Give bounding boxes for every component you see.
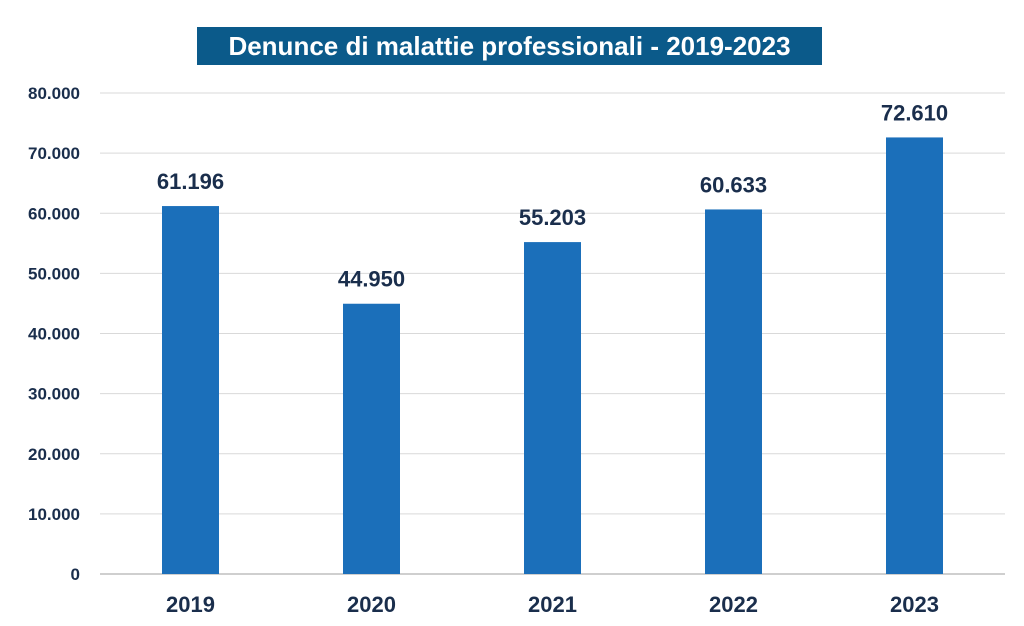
data-label: 60.633	[700, 172, 767, 197]
y-tick-label: 40.000	[28, 325, 80, 344]
y-tick-label: 30.000	[28, 385, 80, 404]
y-tick-label: 80.000	[28, 84, 80, 103]
bar-2019	[162, 206, 219, 574]
y-tick-label: 20.000	[28, 445, 80, 464]
x-tick-label: 2020	[347, 592, 396, 617]
y-tick-label: 60.000	[28, 204, 80, 223]
data-label: 55.203	[519, 205, 586, 230]
x-tick-label: 2022	[709, 592, 758, 617]
y-tick-label: 0	[71, 565, 80, 584]
y-tick-label: 10.000	[28, 505, 80, 524]
data-label: 61.196	[157, 169, 224, 194]
x-tick-label: 2021	[528, 592, 577, 617]
chart-title: Denunce di malattie professionali - 2019…	[228, 30, 791, 61]
y-tick-label: 70.000	[28, 144, 80, 163]
x-tick-label: 2023	[890, 592, 939, 617]
bar-2022	[705, 209, 762, 574]
bar-2023	[886, 137, 943, 574]
bar-2020	[343, 303, 400, 574]
bar-2021	[524, 242, 581, 574]
data-label: 72.610	[881, 100, 948, 125]
y-tick-label: 50.000	[28, 264, 80, 283]
data-label: 44.950	[338, 267, 405, 292]
chart-title-banner: Denunce di malattie professionali - 2019…	[197, 27, 822, 65]
x-tick-label: 2019	[166, 592, 215, 617]
